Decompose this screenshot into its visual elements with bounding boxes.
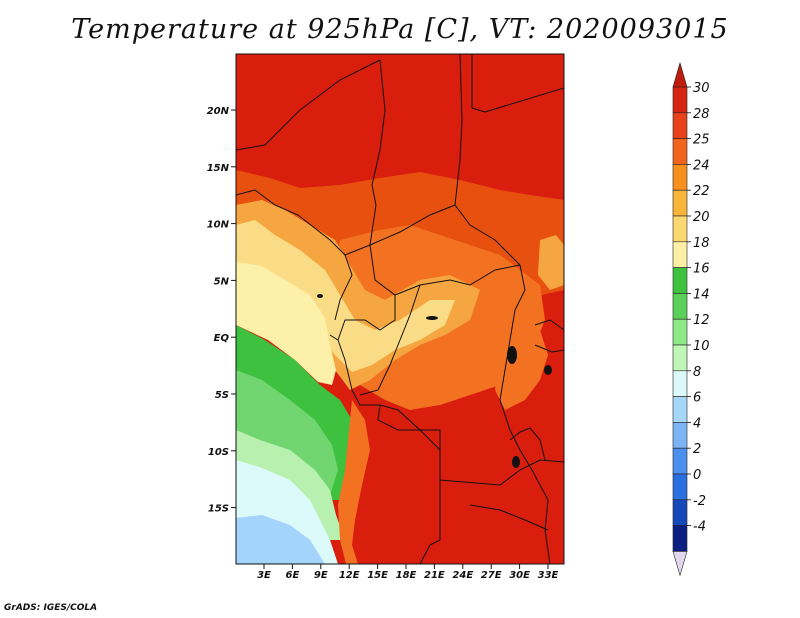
colorbar-label: 22	[693, 184, 710, 199]
colorbar-segment	[672, 370, 688, 397]
colorbar-segment	[672, 499, 688, 526]
temperature-field	[236, 54, 564, 564]
lon-label: 12E	[339, 570, 360, 581]
colorbar-label: 6	[693, 391, 701, 406]
colorbar-under-triangle	[672, 551, 688, 577]
map-frame	[235, 53, 565, 565]
country-borders	[236, 54, 564, 564]
lon-label: 18E	[396, 570, 417, 581]
lon-label: 24E	[452, 570, 473, 581]
field-coast-warm	[338, 400, 370, 564]
colorbar-segment	[672, 293, 688, 320]
colorbar-segment	[672, 189, 688, 217]
colorbar-label: 4	[693, 416, 701, 431]
lat-label: 10S	[208, 447, 229, 458]
lat-label: EQ	[214, 333, 230, 344]
colorbar-segment	[672, 396, 688, 423]
colorbar-label: 8	[693, 365, 701, 380]
lon-label: 27E	[481, 570, 502, 581]
lat-label: 5S	[215, 390, 229, 401]
lon-label: 3E	[257, 570, 271, 581]
colorbar-segment	[672, 473, 688, 501]
colorbar-segment	[672, 422, 688, 449]
colorbar-label: 25	[693, 133, 710, 148]
lat-label: 5N	[214, 276, 230, 287]
colorbar-segment	[672, 525, 688, 552]
colorbar-label: 0	[693, 468, 701, 483]
colorbar-segment	[672, 138, 688, 165]
longitude-axis: 3E 6E 9E 12E 15E 18E 21E 24E 27E 30E 33E	[257, 564, 559, 581]
colorbar-label: 30	[693, 81, 710, 96]
lat-label: 10N	[207, 220, 230, 231]
colorbar-label: 12	[693, 313, 710, 328]
lon-label: 9E	[314, 570, 328, 581]
colorbar-segment	[672, 447, 688, 475]
colorbar-segment	[672, 112, 688, 139]
lon-label: 15E	[367, 570, 388, 581]
colorbar-label: 14	[693, 287, 710, 302]
colorbar-label: 24	[693, 158, 710, 173]
colorbar-segment	[672, 267, 688, 294]
field-light-orange	[236, 200, 480, 390]
colorbar-segment	[672, 215, 688, 243]
colorbar-label: 2	[693, 442, 701, 457]
colorbar-label: 28	[693, 107, 710, 122]
latitude-axis: 20N 15N 10N 5N EQ 5S 10S 15S	[207, 106, 236, 515]
field-cream	[236, 262, 336, 385]
lon-label: 6E	[286, 570, 300, 581]
colorbar-segment	[672, 241, 688, 268]
field-blue	[236, 515, 325, 564]
lon-label: 33E	[538, 570, 559, 581]
colorbar-label: 20	[693, 210, 710, 225]
field-pale	[236, 220, 455, 372]
credit-label: GrADS: IGES/COLA	[4, 603, 98, 613]
colorbar-segment	[672, 318, 688, 346]
lat-label: 15N	[207, 163, 230, 174]
field-east-pale	[538, 235, 564, 290]
field-east-highlands	[495, 320, 548, 410]
lat-label: 15S	[208, 504, 229, 515]
colorbar-label: 18	[693, 236, 710, 251]
colorbar-segment	[672, 86, 688, 114]
colorbar-label: 10	[693, 339, 710, 354]
map-title: Temperature at 925hPa [C], VT: 202009301…	[71, 14, 729, 45]
lat-label: 20N	[207, 106, 230, 117]
colorbar-label: 16	[693, 262, 710, 277]
lon-label: 30E	[509, 570, 530, 581]
colorbar-segment	[672, 344, 688, 372]
colorbar-label: -2	[693, 494, 706, 509]
colorbar-segment	[672, 164, 688, 191]
lakes	[317, 294, 552, 468]
lon-label: 21E	[424, 570, 445, 581]
colorbar-over-triangle	[672, 61, 688, 88]
colorbar-label: -4	[693, 520, 706, 535]
